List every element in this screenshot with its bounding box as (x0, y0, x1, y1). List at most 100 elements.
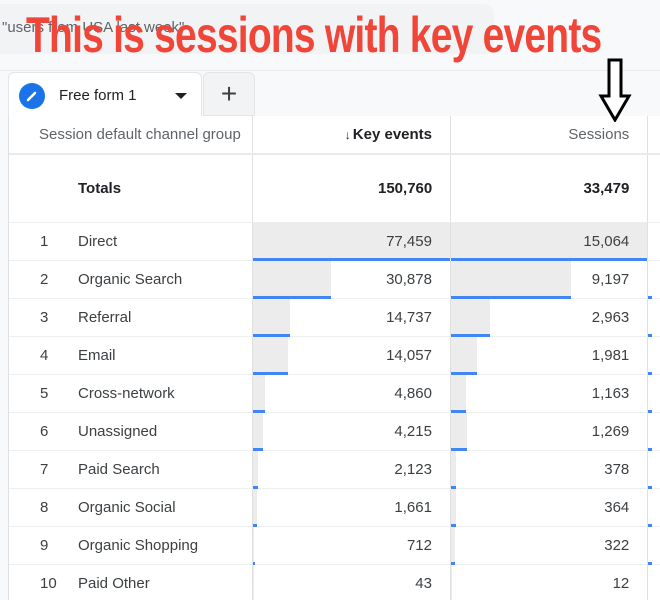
channel-label[interactable]: Direct (78, 233, 118, 250)
row-index: 2 (40, 271, 49, 288)
table-row[interactable]: 8 Organic Social 1,661 364 (9, 489, 660, 527)
table-row[interactable]: 5 Cross-network 4,860 1,163 (9, 375, 660, 413)
channel-cell: 5 Cross-network (9, 375, 253, 412)
key-events-bar-line (252, 410, 266, 413)
sessions-cell: 12 (450, 565, 649, 600)
sort-desc-icon: ↓ (344, 127, 351, 142)
sessions-bar-line (450, 486, 456, 489)
row-index: 9 (40, 537, 49, 554)
key-events-value: 14,057 (386, 347, 432, 364)
table-row[interactable]: 9 Organic Shopping 712 322 (9, 527, 660, 565)
next-column-cell (648, 261, 660, 299)
sessions-bar (450, 261, 571, 298)
channel-label[interactable]: Referral (78, 309, 132, 326)
sessions-bar-line (450, 448, 468, 451)
next-column-cell (648, 527, 660, 565)
sessions-value: 1,163 (591, 385, 630, 402)
header-dimension[interactable]: Session default channel group (9, 116, 253, 153)
row-index: 4 (40, 347, 49, 364)
row-index: 6 (40, 423, 49, 440)
table-row[interactable]: 6 Unassigned 4,215 1,269 (9, 413, 660, 451)
channel-cell: 10 Paid Other (9, 565, 253, 600)
key-events-value: 77,459 (386, 233, 432, 250)
row-index: 7 (40, 461, 49, 478)
pencil-icon (19, 82, 45, 109)
sessions-cell: 1,981 (450, 337, 649, 375)
key-events-bar (252, 451, 258, 488)
key-events-bar (252, 223, 450, 260)
channel-label[interactable]: Organic Social (78, 499, 176, 516)
key-events-bar-line (252, 372, 289, 375)
key-events-value: 14,737 (386, 309, 432, 326)
down-arrow-icon (598, 58, 632, 122)
channel-label[interactable]: Organic Shopping (78, 537, 199, 554)
tab-free-form-1[interactable]: Free form 1 (8, 72, 202, 118)
add-tab-button[interactable]: + (203, 72, 255, 116)
sessions-cell: 2,963 (450, 299, 649, 337)
sessions-bar-line (450, 258, 648, 261)
next-column-cell (648, 489, 660, 527)
key-events-value: 43 (415, 575, 432, 592)
sessions-bar (450, 489, 456, 526)
key-events-cell: 4,860 (252, 375, 451, 413)
row-index: 5 (40, 385, 49, 402)
channel-cell: 8 Organic Social (9, 489, 253, 526)
table-row[interactable]: 10 Paid Other 43 12 (9, 565, 660, 600)
next-column-bar-line (648, 334, 653, 337)
header-sessions[interactable]: Sessions (451, 116, 649, 153)
sessions-bar-line (450, 372, 477, 375)
key-events-bar (252, 413, 264, 450)
totals-label: Totals (9, 155, 254, 222)
table-row[interactable]: 4 Email 14,057 1,981 (9, 337, 660, 375)
sessions-value: 15,064 (583, 233, 630, 250)
next-column-cell (648, 375, 660, 413)
next-column-bar-line (648, 372, 653, 375)
sessions-cell: 15,064 (450, 223, 649, 261)
tab-strip (0, 70, 660, 118)
key-events-bar (252, 489, 257, 526)
table-row[interactable]: 7 Paid Search 2,123 378 (9, 451, 660, 489)
caret-down-icon[interactable] (175, 92, 187, 99)
sessions-bar (450, 375, 467, 412)
search-query-bar[interactable]: "users from USA last week" (0, 4, 494, 54)
channel-label[interactable]: Email (78, 347, 116, 364)
table-row[interactable]: 3 Referral 14,737 2,963 (9, 299, 660, 337)
table-row[interactable]: 1 Direct 77,459 15,064 (9, 223, 660, 261)
channel-label[interactable]: Paid Other (78, 575, 150, 592)
channel-cell: 9 Organic Shopping (9, 527, 253, 564)
sessions-bar-line (450, 410, 467, 413)
sessions-value: 2,963 (591, 309, 630, 326)
sessions-value: 1,269 (591, 423, 630, 440)
next-column-bar-line (648, 486, 653, 489)
channel-label[interactable]: Cross-network (78, 385, 175, 402)
key-events-cell: 1,661 (252, 489, 451, 527)
sessions-value: 9,197 (591, 271, 630, 288)
channel-cell: 2 Organic Search (9, 261, 253, 298)
row-index: 8 (40, 499, 49, 516)
sessions-bar-line (450, 334, 490, 337)
channel-cell: 7 Paid Search (9, 451, 253, 488)
channel-cell: 3 Referral (9, 299, 253, 336)
key-events-bar-line (252, 334, 291, 337)
next-column-bar-line (648, 410, 653, 413)
key-events-value: 1,661 (394, 499, 432, 516)
key-events-cell: 77,459 (252, 223, 451, 261)
table-row[interactable]: 2 Organic Search 30,878 9,197 (9, 261, 660, 299)
header-key-events[interactable]: ↓ Key events (253, 116, 452, 153)
key-events-bar-line (252, 258, 450, 261)
table-header-row: Session default channel group ↓ Key even… (9, 116, 660, 155)
sessions-bar (450, 337, 477, 374)
channel-label[interactable]: Organic Search (78, 271, 183, 288)
sessions-bar-line (450, 524, 456, 527)
key-events-value: 2,123 (394, 461, 432, 478)
key-events-bar-line (252, 448, 264, 451)
key-events-bar-line (252, 524, 257, 527)
key-events-bar-line (252, 486, 258, 489)
next-column-bar-line (648, 562, 653, 565)
row-index: 10 (40, 575, 57, 592)
channel-label[interactable]: Unassigned (78, 423, 158, 440)
row-index: 3 (40, 309, 49, 326)
next-column-cell (648, 451, 660, 489)
key-events-bar (252, 527, 255, 564)
channel-label[interactable]: Paid Search (78, 461, 160, 478)
